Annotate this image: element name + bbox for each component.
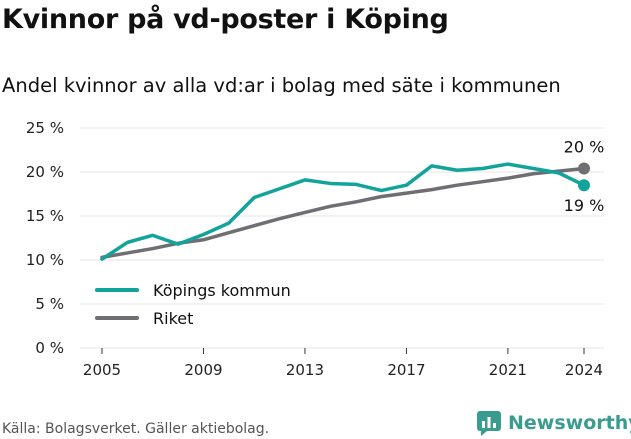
y-tick-label: 0 % <box>35 339 64 357</box>
brand-name: Newsworthy <box>508 412 631 434</box>
x-tick-label: 2005 <box>83 361 121 379</box>
series-lines <box>100 162 586 261</box>
end-label-riket: 20 % <box>564 137 605 156</box>
grid-lines <box>80 127 604 349</box>
x-tick-label: 2017 <box>387 361 425 379</box>
chart-title: Kvinnor på vd-poster i Köping <box>2 4 449 35</box>
x-tick-label: 2009 <box>184 361 222 379</box>
legend: Köpings kommun Riket <box>95 281 291 328</box>
y-tick-label: 20 % <box>26 163 64 181</box>
end-markers: 20 % 19 % <box>564 137 605 215</box>
series-line-kopings-kommun <box>100 162 586 261</box>
x-tick-label: 2021 <box>489 361 527 379</box>
end-point-kopings-kommun <box>578 179 590 192</box>
line-chart: 0 %5 %10 %15 %20 %25 % 2005 2009 2013 2017 2… <box>26 119 605 379</box>
legend-label: Köpings kommun <box>153 281 291 300</box>
x-axis-ticks: 2005 2009 2013 2017 2021 2024 <box>83 348 603 379</box>
chart-subtitle: Andel kvinnor av alla vd:ar i bolag med … <box>2 74 561 97</box>
legend-label: Riket <box>153 309 193 328</box>
source-note: Källa: Bolagsverket. Gäller aktiebolag. <box>2 421 270 437</box>
y-axis-ticks: 0 % 5 % 10 % 15 % 20 % 25 % <box>26 119 64 357</box>
y-tick-label: 15 % <box>26 207 64 225</box>
end-point-riket <box>578 162 590 175</box>
y-tick-label: 25 % <box>26 119 64 137</box>
x-tick-label: 2013 <box>286 361 324 379</box>
y-tick-label: 10 % <box>26 251 64 269</box>
newsworthy-logo-icon <box>477 411 501 436</box>
newsworthy-logo: Newsworthy <box>476 409 631 437</box>
end-label-kopings-kommun: 19 % <box>564 196 605 215</box>
x-tick-label: 2024 <box>565 361 603 379</box>
y-tick-label: 5 % <box>35 295 64 313</box>
